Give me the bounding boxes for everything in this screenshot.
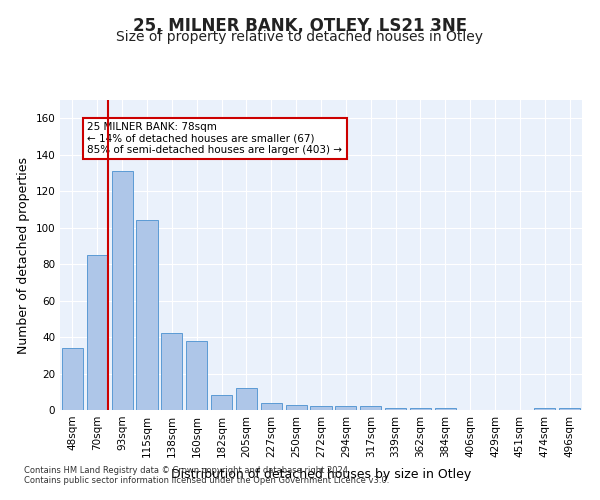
Bar xyxy=(335,406,356,410)
Text: Size of property relative to detached houses in Otley: Size of property relative to detached ho… xyxy=(116,30,484,44)
Text: 25 MILNER BANK: 78sqm
← 14% of detached houses are smaller (67)
85% of semi-deta: 25 MILNER BANK: 78sqm ← 14% of detached … xyxy=(88,122,343,155)
Bar xyxy=(385,408,406,410)
X-axis label: Distribution of detached houses by size in Otley: Distribution of detached houses by size … xyxy=(171,468,471,481)
Bar xyxy=(112,171,133,410)
Bar xyxy=(534,408,555,410)
Bar xyxy=(559,408,580,410)
Bar xyxy=(62,348,83,410)
Bar xyxy=(310,406,332,410)
Bar xyxy=(435,408,456,410)
Bar xyxy=(286,404,307,410)
Bar xyxy=(186,340,207,410)
Bar xyxy=(410,408,431,410)
Bar xyxy=(211,396,232,410)
Bar xyxy=(261,402,282,410)
Text: Contains HM Land Registry data © Crown copyright and database right 2024.
Contai: Contains HM Land Registry data © Crown c… xyxy=(24,466,389,485)
Bar xyxy=(87,255,108,410)
Bar xyxy=(136,220,158,410)
Bar xyxy=(236,388,257,410)
Bar xyxy=(360,406,381,410)
Bar xyxy=(161,334,182,410)
Text: 25, MILNER BANK, OTLEY, LS21 3NE: 25, MILNER BANK, OTLEY, LS21 3NE xyxy=(133,18,467,36)
Y-axis label: Number of detached properties: Number of detached properties xyxy=(17,156,30,354)
